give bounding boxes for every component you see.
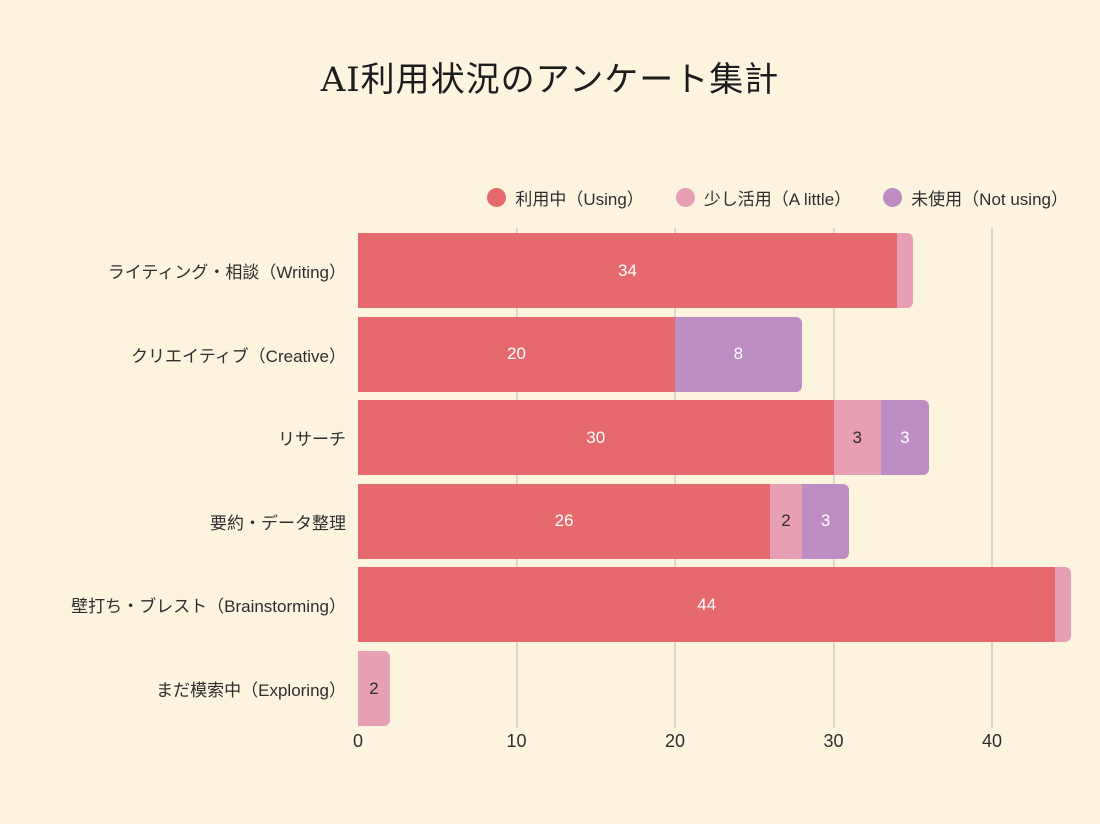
bar-segment: 2 [358,651,390,726]
category-label: ライティング・相談（Writing） [107,263,346,282]
x-tick-label: 30 [823,731,844,751]
legend-item-0: 利用中（Using） [487,185,644,210]
gridline [515,228,518,728]
bar-value-label: 2 [781,511,791,531]
bar-segment: 30 [358,400,834,476]
bar-row: 44 [358,567,1072,643]
bar-segment [896,233,913,308]
bar-value-label: 2 [369,678,379,698]
bar-segment: 3 [833,400,882,476]
gridline [674,228,676,728]
legend-label: 利用中（Using） [515,190,644,209]
bar-value-label: 8 [733,344,744,364]
legend-dot-icon [487,188,507,207]
bar-value-label: 30 [586,427,606,447]
bar-segment: 3 [881,400,929,476]
category-label: 壁打ち・ブレスト（Brainstorming） [71,597,346,617]
bar-segment: 44 [358,567,1056,643]
bar-value-label: 34 [617,260,637,280]
bar-segment: 2 [770,483,802,559]
legend-label: 少し活用（A little） [703,190,852,209]
legend-item-2: 未使用（Not using） [883,185,1068,210]
x-tick-label: 0 [352,731,363,751]
bar-segment: 8 [675,316,802,392]
chart-title: AI利用状況のアンケート集計 [320,60,780,100]
legend-dot-icon [675,188,695,207]
bar-value-label: 44 [697,594,717,614]
bar-value-label: 20 [507,344,526,364]
bar-segment: 34 [358,233,897,308]
gridline [832,228,835,728]
bar-segment: 20 [358,316,675,392]
bar-row: 2 [358,651,390,726]
bar-segment: 3 [801,483,850,559]
gridline [991,228,993,728]
bar-value-label: 3 [820,511,831,531]
category-label: リサーチ [278,430,346,450]
category-label: まだ模索中（Exploring） [156,681,346,700]
legend-dot-icon [883,188,903,207]
bar-row: 26 2 3 [358,483,850,559]
bar-segment [1055,567,1072,643]
bar-value-label: 26 [554,511,574,531]
bar-value-label: 3 [852,427,862,447]
bar-row: 34 [358,233,913,308]
x-tick-label: 40 [981,731,1003,751]
legend-item-1: 少し活用（A little） [675,185,852,210]
category-label: クリエイティブ（Creative） [131,346,346,366]
x-tick-label: 20 [664,731,686,751]
legend-label: 未使用（Not using） [911,190,1068,209]
bar-row: 20 8 [358,316,802,392]
category-label: 要約・データ整理 [210,513,346,533]
bar-segment: 26 [358,483,771,559]
bar-value-label: 3 [900,427,910,447]
legend: 利用中（Using） 少し活用（A little） 未使用（Not using） [487,185,1068,210]
bar-row: 30 3 3 [358,400,929,476]
x-tick-label: 10 [506,731,527,751]
